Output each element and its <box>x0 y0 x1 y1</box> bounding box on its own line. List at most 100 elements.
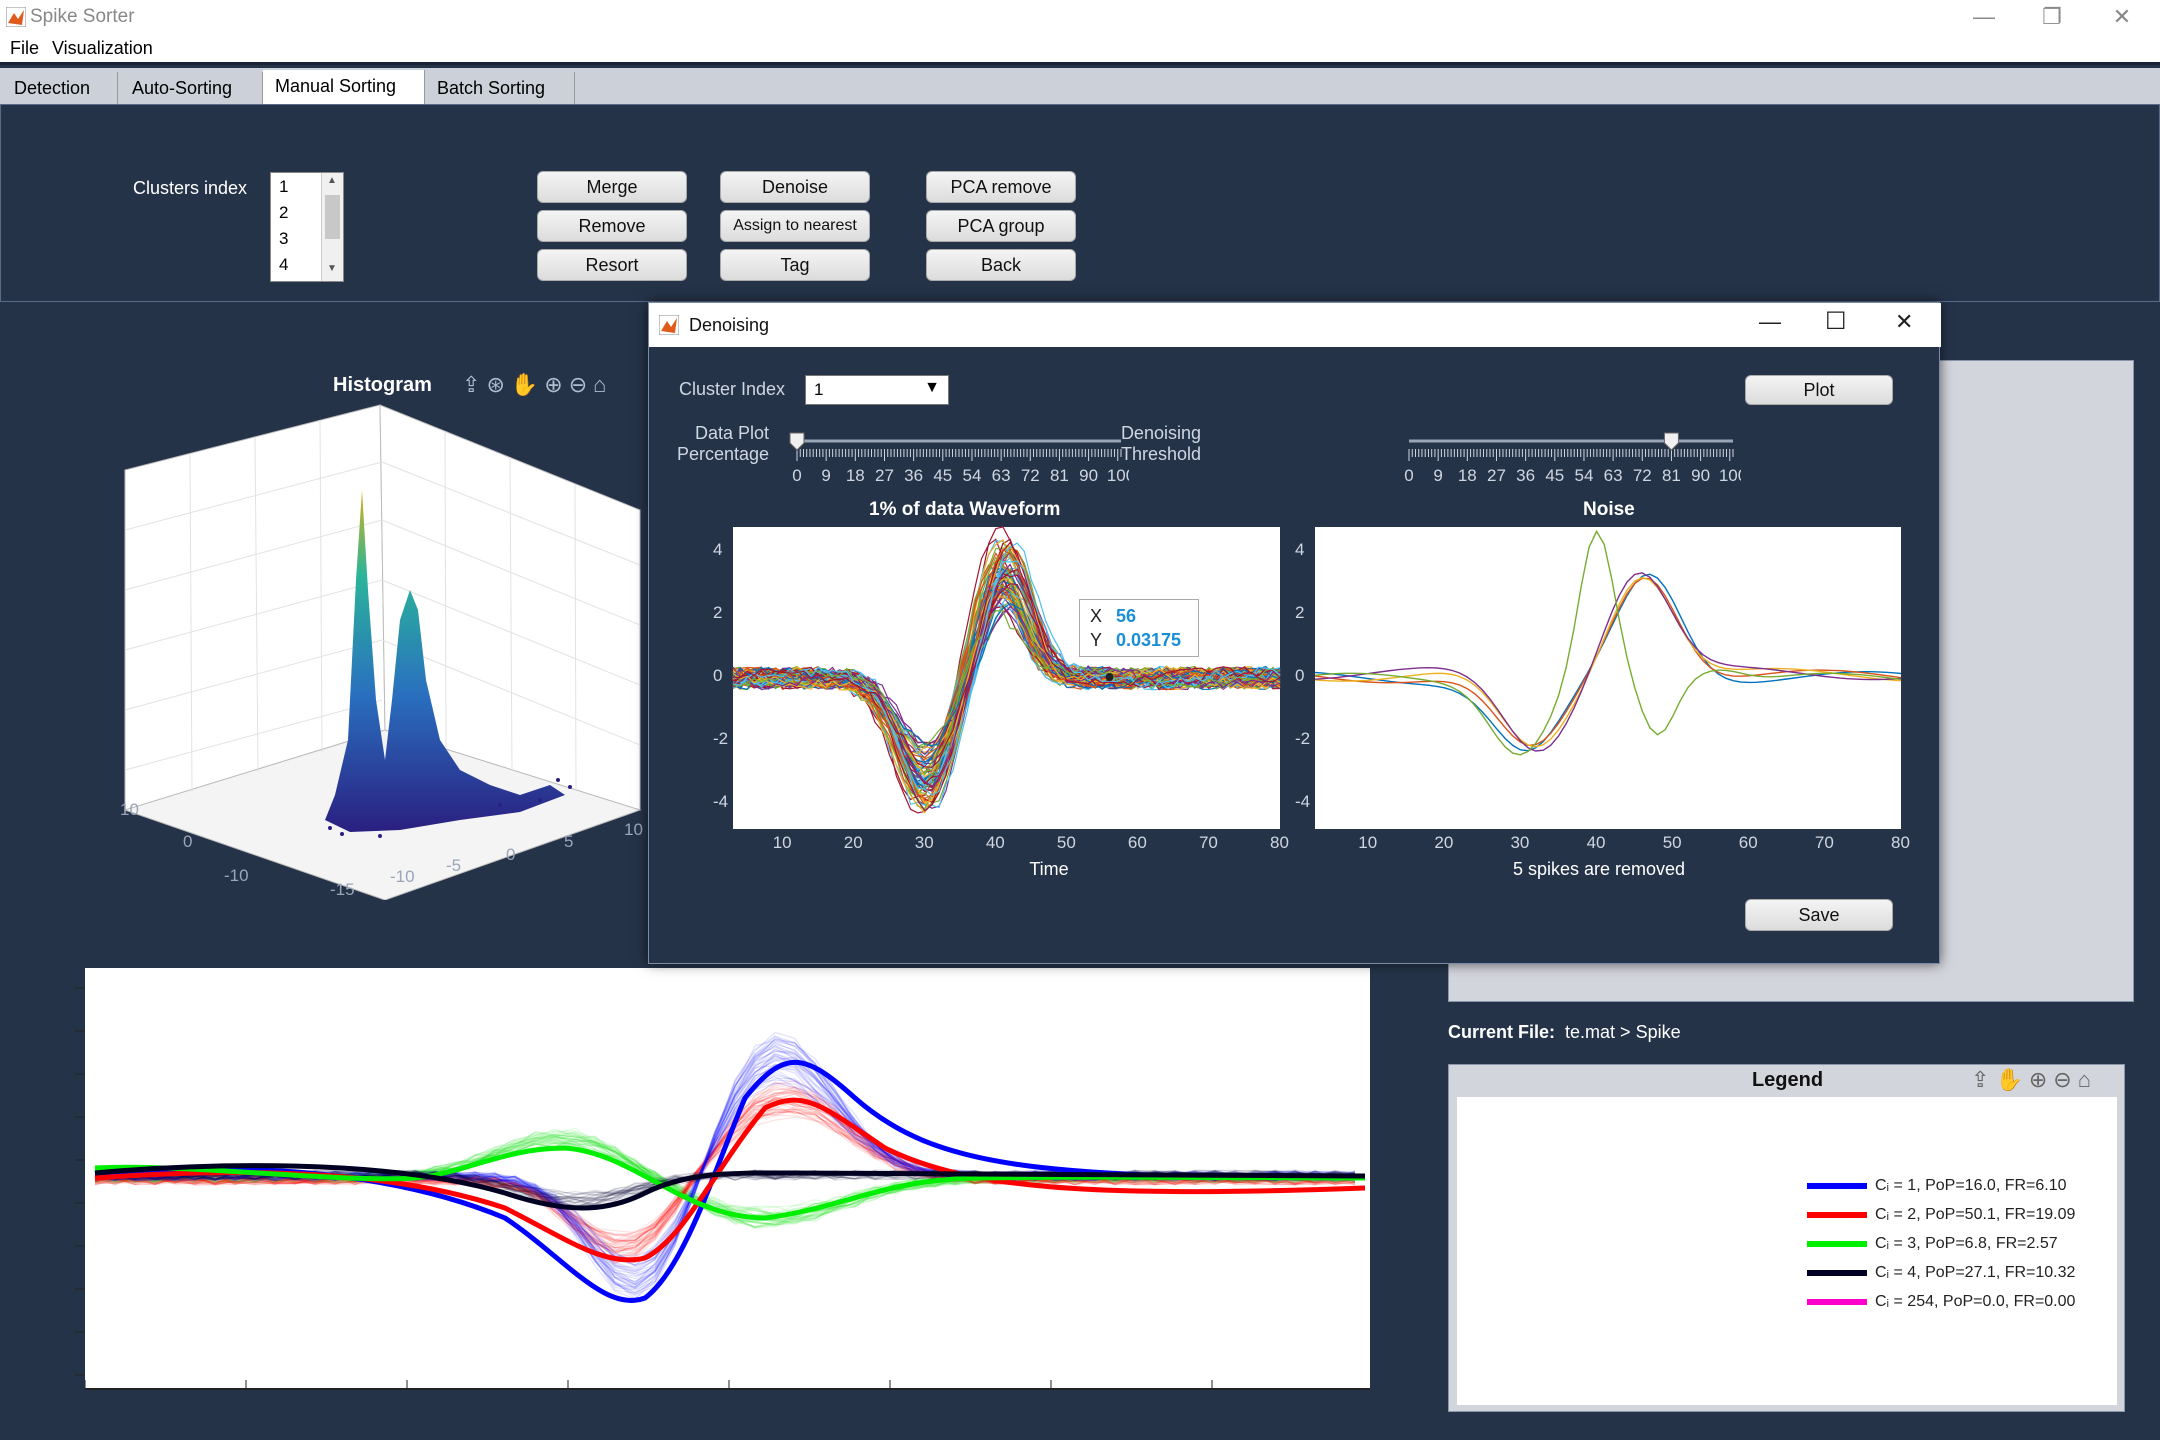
cluster-waveform-plot[interactable] <box>85 968 1370 1390</box>
scroll-down-icon[interactable]: ▼ <box>327 263 337 274</box>
remove-button[interactable]: Remove <box>537 210 687 242</box>
slider-tick-label: 90 <box>1691 466 1710 483</box>
pca-group-button[interactable]: PCA group <box>926 210 1076 242</box>
slider-tick-label: 100 <box>1719 466 1741 483</box>
list-item[interactable]: 3 <box>279 229 289 248</box>
noise-x-tick: 40 <box>1586 833 1606 852</box>
waveform-y-tick: -4 <box>713 791 729 811</box>
assign-to-nearest-button[interactable]: Assign to nearest <box>720 210 870 242</box>
denoise-button[interactable]: Denoise <box>720 171 870 203</box>
clusters-listbox[interactable]: 1 2 3 4 ▲ ▼ <box>270 172 344 282</box>
menu-file[interactable]: File <box>10 38 40 58</box>
waveform-plot[interactable] <box>691 525 1287 833</box>
close-button[interactable]: ✕ <box>2112 4 2132 29</box>
zoom-in-icon[interactable]: ⊕ <box>2028 1067 2054 1092</box>
resort-button[interactable]: Resort <box>537 249 687 281</box>
current-file-label: Current File: <box>1448 1022 1556 1042</box>
save-button[interactable]: Save <box>1745 899 1893 931</box>
tab-bar: Detection Auto-Sorting Manual Sorting Ba… <box>0 68 2160 104</box>
home-icon[interactable]: ⌂ <box>593 372 613 397</box>
current-file: Current File: te.mat > Spike <box>1448 1022 1681 1043</box>
data-plot-slider[interactable]: 0 9 18 27 36 45 54 63 72 81 90 100 <box>789 423 1129 483</box>
restore-button[interactable]: ❐ <box>2042 4 2062 29</box>
list-item[interactable]: 2 <box>279 203 289 222</box>
waveform-xlabel: Time <box>1029 859 1069 879</box>
waveform-x-tick: 30 <box>914 833 934 852</box>
pan-icon[interactable]: ✋ <box>1995 1067 2029 1092</box>
title-bar: Spike Sorter — ❐ ✕ <box>0 0 2160 33</box>
zoom-in-icon[interactable]: ⊕ <box>544 372 569 397</box>
hist-tick: -10 <box>224 866 249 885</box>
list-scrollbar[interactable]: ▲ ▼ <box>321 173 343 281</box>
slider-tick-label: 63 <box>1604 466 1623 483</box>
pan-icon[interactable]: ✋ <box>510 372 545 397</box>
cluster-plot-yaxis <box>75 987 85 1376</box>
legend-swatch <box>1807 1298 1867 1305</box>
list-item[interactable]: 1 <box>279 177 289 196</box>
zoom-out-icon[interactable]: ⊖ <box>2053 1067 2078 1092</box>
zoom-out-icon[interactable]: ⊖ <box>568 372 594 397</box>
noise-xlabel: 5 spikes are removed <box>1512 859 1686 879</box>
legend-entry-3: Cᵢ = 3, PoP=6.8, FR=2.57 <box>1807 1235 2058 1253</box>
noise-x-tick: 70 <box>1814 833 1834 852</box>
denoising-dialog: Denoising — ☐ ✕ Cluster Index 1 ▼ Plot D… <box>648 302 1941 964</box>
minimize-button[interactable]: — <box>1973 4 1995 29</box>
slider-thumb[interactable] <box>789 432 805 451</box>
dialog-minimize-button[interactable]: — <box>1759 309 1781 334</box>
noise-x-tick: 20 <box>1434 833 1454 852</box>
waveform-y-tick: 2 <box>713 603 723 623</box>
rotate-icon[interactable]: ⊛ <box>486 372 511 397</box>
slider-tick-label: 36 <box>1516 466 1535 483</box>
cluster-index-select[interactable]: 1 ▼ <box>805 375 949 405</box>
dialog-maximize-button[interactable]: ☐ <box>1825 308 1847 335</box>
slider-tick-label: 18 <box>1458 466 1477 483</box>
plot-button[interactable]: Plot <box>1745 375 1893 405</box>
menu-visualization[interactable]: Visualization <box>52 38 153 58</box>
scroll-up-icon[interactable]: ▲ <box>327 175 337 186</box>
tab-detection[interactable]: Detection <box>0 72 118 104</box>
back-button[interactable]: Back <box>926 249 1076 281</box>
slider-thumb[interactable] <box>1663 432 1679 451</box>
histogram-title: Histogram <box>333 374 432 396</box>
histogram-3d-plot[interactable] <box>80 400 670 900</box>
hist-tick: -5 <box>446 856 462 875</box>
slider-tick-label: 72 <box>1633 466 1652 483</box>
list-item[interactable]: 4 <box>279 255 289 274</box>
slider-tick-label: 90 <box>1079 466 1098 483</box>
tag-button[interactable]: Tag <box>720 249 870 281</box>
slider-tick-label: 72 <box>1021 466 1040 483</box>
noise-plot[interactable] <box>1315 525 1911 833</box>
waveform-plot-title: 1% of data Waveform <box>869 499 1061 520</box>
pca-remove-button[interactable]: PCA remove <box>926 171 1076 203</box>
threshold-slider[interactable]: 0 9 18 27 36 45 54 63 72 81 90 100 <box>1401 423 1741 483</box>
tab-batch-sorting[interactable]: Batch Sorting <box>425 72 575 104</box>
merge-button[interactable]: Merge <box>537 171 687 203</box>
data-plot-label: Data Plot Percentage <box>677 423 770 464</box>
app-title: Spike Sorter <box>30 6 135 27</box>
noise-x-tick: 80 <box>1891 833 1910 852</box>
legend-entry-1: Cᵢ = 1, PoP=16.0, FR=6.10 <box>1807 1177 2067 1195</box>
datatip-y-value: 0.03175 <box>1116 630 1182 650</box>
slider-tick-label: 9 <box>821 466 830 483</box>
slider-tick-label: 54 <box>962 466 981 483</box>
noise-x-tick: 30 <box>1510 833 1530 852</box>
tab-auto-sorting[interactable]: Auto-Sorting <box>118 72 263 104</box>
tab-manual-sorting[interactable]: Manual Sorting <box>263 70 425 104</box>
home-icon[interactable]: ⌂ <box>2077 1067 2098 1092</box>
hist-tick: -15 <box>330 880 355 899</box>
slider-tick-label: 27 <box>1487 466 1506 483</box>
noise-x-tick: 10 <box>1358 833 1378 852</box>
hist-tick: 10 <box>624 820 643 839</box>
noise-x-tick: 50 <box>1662 833 1682 852</box>
noise-y-tick: 2 <box>1295 603 1305 623</box>
slider-tick-label: 45 <box>1545 466 1564 483</box>
noise-y-tick: -2 <box>1295 728 1311 748</box>
noise-x-tick: 60 <box>1738 833 1758 852</box>
export-icon[interactable]: ⇪ <box>462 372 487 397</box>
waveform-x-tick: 20 <box>843 833 863 852</box>
slider-tick-label: 54 <box>1574 466 1593 483</box>
legend-box: Cᵢ = 1, PoP=16.0, FR=6.10 Cᵢ = 2, PoP=50… <box>1457 1097 2117 1405</box>
noise-y-tick: 4 <box>1295 540 1305 560</box>
dialog-close-button[interactable]: ✕ <box>1895 309 1914 334</box>
export-icon[interactable]: ⇪ <box>1971 1067 1996 1092</box>
